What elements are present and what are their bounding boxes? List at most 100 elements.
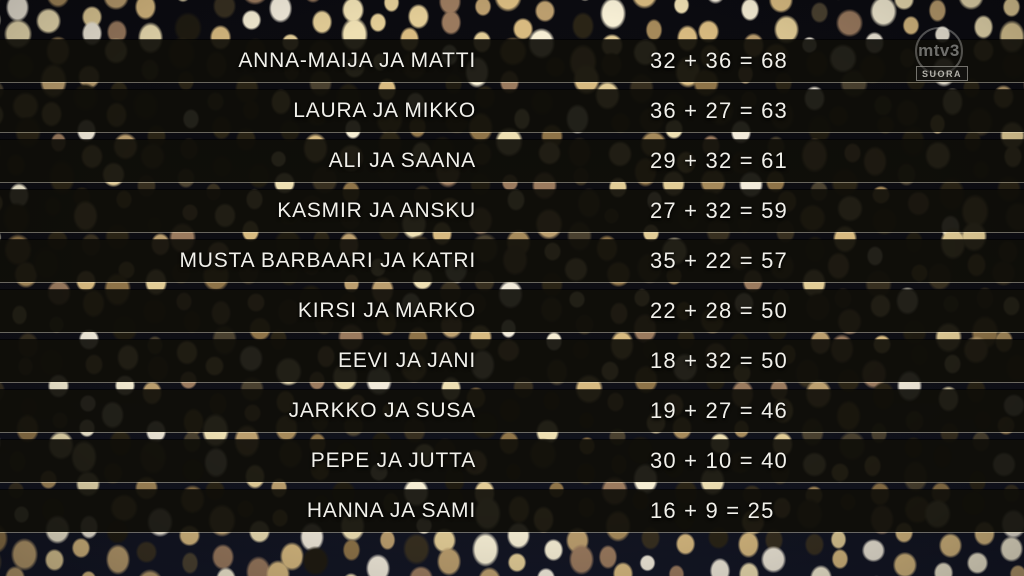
glitter-dot [892,550,919,576]
score-equation: 36 + 27 = 63 [650,98,788,123]
glitter-dot [668,564,686,576]
glitter-dot [867,574,886,576]
glitter-dot [0,6,3,33]
glitter-dot [476,566,503,576]
glitter-dot [105,542,132,576]
glitter-dot [402,532,431,566]
glitter-dot [507,551,527,574]
couple-name: PEPE JA JUTTA [310,449,476,472]
glitter-dot [45,0,71,9]
couple-name: KASMIR JA ANSKU [277,199,476,222]
glitter-dot [301,0,324,4]
glitter-dot [972,14,994,41]
score-row: KIRSI JA MARKO 22 + 28 = 50 [0,290,1024,332]
glitter-dot [181,551,199,575]
glitter-dot [211,543,235,571]
glitter-dot [893,0,915,11]
glitter-dot [240,0,270,7]
glitter-dot [804,532,825,557]
score-equation: 16 + 9 = 25 [650,498,775,523]
score-row: ALI JA SAANA 29 + 32 = 61 [0,140,1024,182]
score-row: LAURA JA MIKKO 36 + 27 = 63 [0,90,1024,132]
glitter-dot [44,547,65,572]
glitter-dot [300,544,330,576]
glitter-dot [612,560,634,576]
glitter-dot [543,538,565,563]
glitter-dot [630,0,660,11]
glitter-dot [0,521,10,556]
glitter-dot [957,0,986,11]
glitter-dot [570,11,596,42]
score-equation: 29 + 32 = 61 [650,148,788,173]
glitter-dot [536,566,556,576]
glitter-dot [211,0,237,21]
glitter-dot [341,538,361,562]
glitter-dot [966,551,989,576]
glitter-dot [759,544,787,574]
couple-name: KIRSI JA MARKO [297,299,476,322]
glitter-dot [134,0,158,21]
glitter-dot [267,0,293,25]
glitter-dot [435,546,462,576]
glitter-dot [102,0,131,12]
glitter-dot [0,226,2,248]
glitter-dot [644,18,664,43]
score-equation: 18 + 32 = 50 [650,348,788,373]
glitter-dot [134,568,165,576]
glitter-dot [368,11,388,33]
couple-name: EEVI JA JANI [338,349,476,372]
glitter-dot [937,532,963,559]
glitter-dot [998,535,1024,564]
score-equation: 27 + 32 = 59 [650,198,788,223]
score-equation: 35 + 22 = 57 [650,248,788,273]
score-row: HANNA JA SAMI 16 + 9 = 25 [0,490,1024,532]
couple-name: ALI JA SAANA [328,149,476,172]
glitter-dot [3,565,26,576]
glitter-dot [831,548,849,571]
glitter-dot [533,0,556,23]
glitter-dot [80,569,98,576]
couple-name: HANNA JA SAMI [306,499,476,522]
score-row: EEVI JA JANI 18 + 32 = 50 [0,340,1024,382]
glitter-dot [493,0,523,14]
glitter-dot [672,0,690,15]
glitter-dot [1021,69,1024,100]
glitter-dot [703,0,728,5]
glitter-dot [933,24,951,45]
glitter-dot [341,571,362,576]
score-row: PEPE JA JUTTA 30 + 10 = 40 [0,440,1024,482]
glitter-dot [474,0,493,17]
glitter-dot [365,552,391,576]
glitter-dot [599,0,627,32]
glitter-dot [214,566,237,576]
couple-name: MUSTA BARBAARI JA KATRI [179,249,476,272]
glitter-dot [740,0,760,23]
score-equation: 30 + 10 = 40 [650,448,788,473]
glitter-dot [0,545,4,576]
score-row: KASMIR JA ANSKU 27 + 32 = 59 [0,190,1024,232]
glitter-dot [240,8,262,31]
glitter-dot [264,559,292,576]
glitter-dot [439,8,462,36]
glitter-dot [135,540,158,564]
glitter-dot [901,15,920,37]
glitter-dot [35,6,62,35]
score-row: JARKKO JA SUSA 19 + 27 = 46 [0,390,1024,432]
glitter-dot [1001,0,1022,19]
glitter-dot [697,19,721,44]
glitter-dot [382,0,401,14]
glitter-dot [835,7,864,38]
glitter-dot [927,0,948,23]
glitter-dot [861,537,887,564]
couple-name: JARKKO JA SUSA [288,399,476,422]
glitter-dot [829,529,848,551]
score-row: MUSTA BARBAARI JA KATRI 35 + 22 = 57 [0,240,1024,282]
glitter-dot [808,563,833,576]
glitter-dot [471,531,500,568]
glitter-dot [173,0,193,3]
glitter-dot [576,0,595,3]
glitter-dot [597,543,618,570]
glitter-dot [737,529,761,559]
